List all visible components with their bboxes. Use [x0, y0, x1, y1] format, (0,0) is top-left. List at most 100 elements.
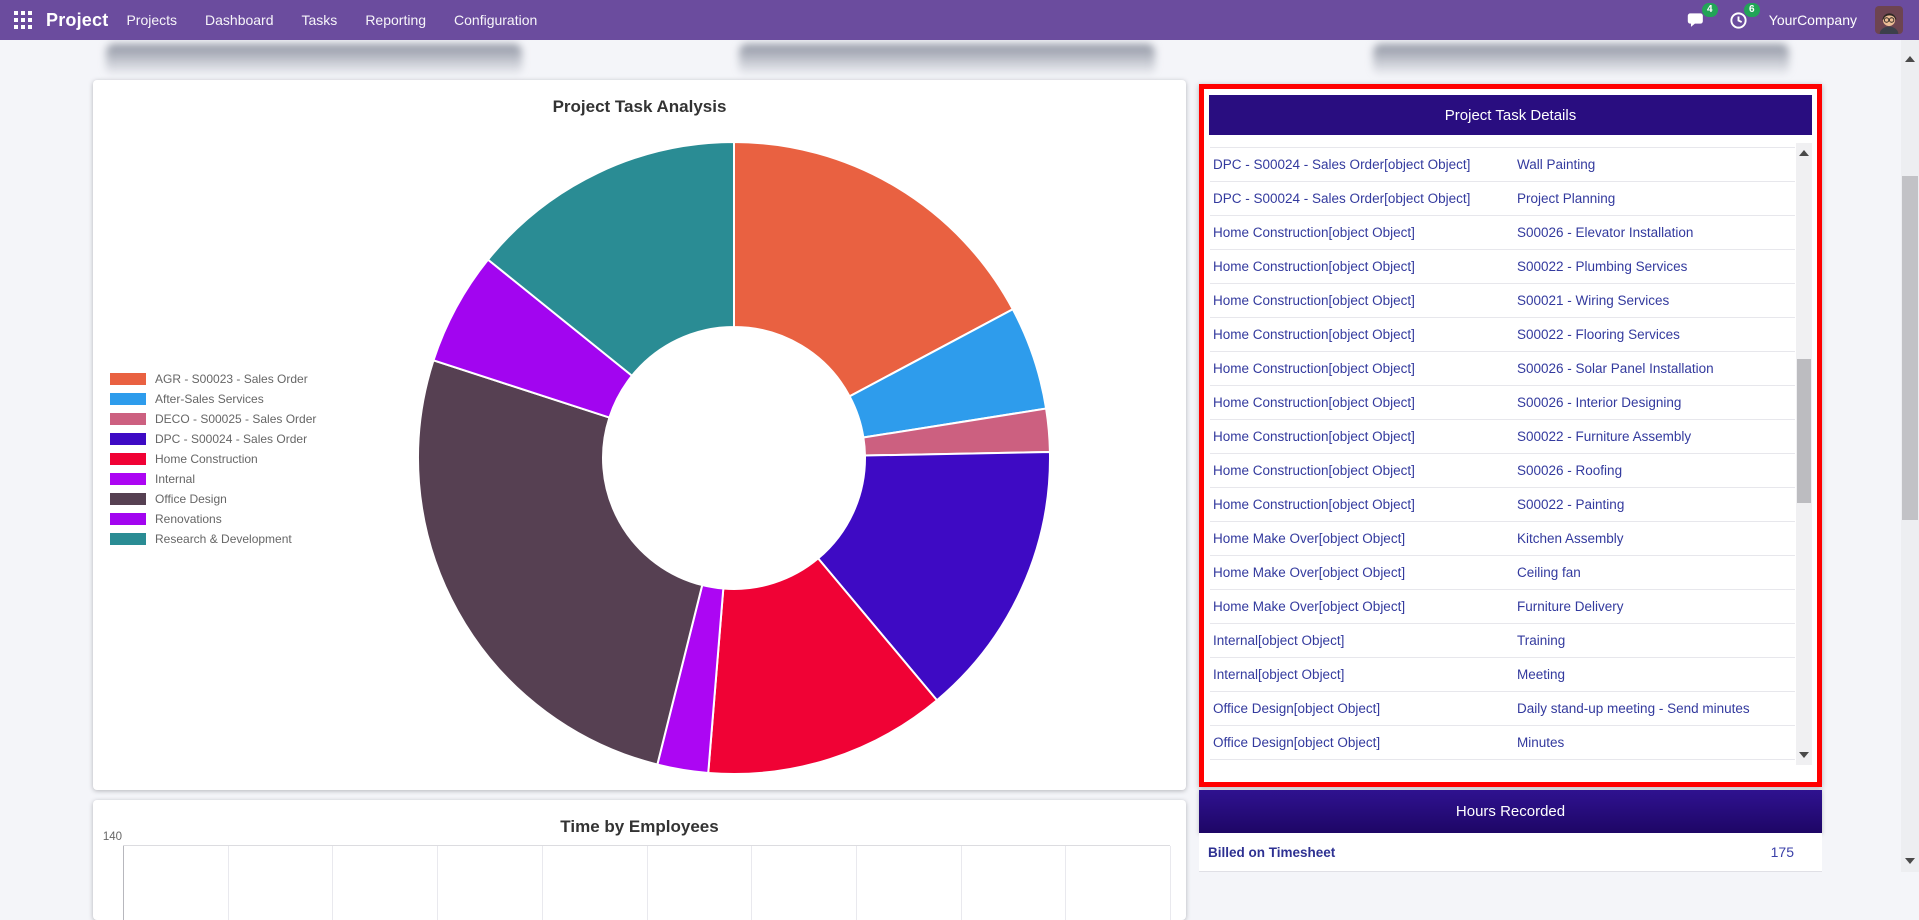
- menu-item-projects[interactable]: Projects: [126, 12, 178, 28]
- table-scrollbar[interactable]: [1796, 143, 1812, 765]
- donut-slice[interactable]: [816, 451, 1051, 702]
- legend-item[interactable]: Home Construction: [110, 452, 316, 466]
- task-table-row[interactable]: Home Construction[object Object] S00026 -…: [1210, 216, 1795, 250]
- task-cell: Training: [1517, 633, 1566, 648]
- task-table-row[interactable]: DPC - S00024 - Sales Order[object Object…: [1210, 182, 1795, 216]
- menu-item-configuration[interactable]: Configuration: [454, 12, 538, 28]
- user-avatar[interactable]: [1875, 6, 1903, 34]
- task-table-row[interactable]: Home Construction[object Object] S00022 -…: [1210, 250, 1795, 284]
- legend-label: DECO - S00025 - Sales Order: [155, 412, 317, 426]
- project-cell: Home Construction[object Object]: [1213, 395, 1415, 410]
- project-cell: DPC - S00024 - Sales Order[object Object…: [1213, 191, 1471, 206]
- legend-item[interactable]: Internal: [110, 472, 316, 486]
- legend-item[interactable]: DECO - S00025 - Sales Order: [110, 412, 317, 426]
- task-table-row[interactable]: Home Construction[object Object] S00022 -…: [1210, 318, 1795, 352]
- task-table-row[interactable]: Home Construction[object Object] S00026 -…: [1210, 386, 1795, 420]
- legend-label: Renovations: [155, 512, 222, 526]
- legend-label: DPC - S00024 - Sales Order: [155, 432, 308, 446]
- legend-item[interactable]: AGR - S00023 - Sales Order: [110, 372, 316, 386]
- messages-badge: 4: [1701, 3, 1718, 17]
- legend-swatch: [110, 393, 146, 405]
- task-table-row[interactable]: Internal[object Object] Meeting: [1210, 658, 1795, 692]
- legend-item[interactable]: After-Sales Services: [110, 392, 316, 406]
- hours-recorded-row[interactable]: Billed on Timesheet 175: [1199, 833, 1822, 872]
- legend-label: Office Design: [155, 492, 227, 506]
- company-switcher[interactable]: YourCompany: [1768, 12, 1857, 28]
- legend-item[interactable]: DPC - S00024 - Sales Order: [110, 432, 316, 446]
- task-table-row[interactable]: Home Construction[object Object] S00022 -…: [1210, 420, 1795, 454]
- task-table-row[interactable]: Home Make Over[object Object] Furniture D…: [1210, 590, 1795, 624]
- gridline: [1170, 846, 1171, 920]
- project-cell: Home Construction[object Object]: [1213, 259, 1415, 274]
- grid-icon: [14, 11, 32, 29]
- task-table-row[interactable]: Home Construction[object Object] S00026 -…: [1210, 352, 1795, 386]
- task-table-row[interactable]: Office Design[object Object] Daily stand-…: [1210, 692, 1795, 726]
- task-table-row[interactable]: Home Construction[object Object] S00026 -…: [1210, 454, 1795, 488]
- activities-button[interactable]: 6: [1727, 3, 1760, 32]
- project-cell: Home Construction[object Object]: [1213, 225, 1415, 240]
- page-scrollbar[interactable]: [1901, 40, 1919, 872]
- task-details-panel-highlight: Project Task Details DPC - S00024 - Sale…: [1199, 84, 1822, 787]
- legend-label: AGR - S00023 - Sales Order: [155, 372, 308, 386]
- task-table-row[interactable]: Home Construction[object Object] S00022 -…: [1210, 488, 1795, 522]
- gridline: [751, 846, 753, 920]
- legend-swatch: [110, 473, 146, 485]
- donut-slice[interactable]: [707, 557, 939, 775]
- legend-swatch: [110, 493, 146, 505]
- task-details-header: Project Task Details: [1209, 95, 1812, 135]
- legend-item[interactable]: Research & Development: [110, 532, 316, 546]
- task-table-row[interactable]: Home Make Over[object Object] Ceiling fan: [1210, 556, 1795, 590]
- card-shadow-remnant: [739, 44, 1155, 76]
- task-table-row[interactable]: Home Construction[object Object] S00021 -…: [1210, 284, 1795, 318]
- scroll-down-arrow-icon[interactable]: [1799, 752, 1809, 758]
- pie-legend: AGR - S00023 - Sales Order After-Sales Se…: [110, 372, 317, 553]
- avatar-image: [1875, 6, 1903, 34]
- apps-grid-icon[interactable]: [10, 7, 36, 33]
- menu-item-reporting[interactable]: Reporting: [365, 12, 427, 28]
- menu-item-tasks[interactable]: Tasks: [301, 12, 338, 28]
- time-chart-plot-area[interactable]: [123, 845, 1171, 920]
- page-scrollbar-thumb[interactable]: [1902, 176, 1918, 520]
- task-table-row[interactable]: Internal[object Object] Training: [1210, 624, 1795, 658]
- page-scroll-down-arrow-icon[interactable]: [1905, 858, 1915, 864]
- legend-item[interactable]: Office Design: [110, 492, 316, 506]
- gridline: [646, 846, 648, 920]
- task-table-row[interactable]: Home Make Over[object Object] Kitchen Ass…: [1210, 522, 1795, 556]
- project-cell: Home Construction[object Object]: [1213, 463, 1415, 478]
- top-navbar: Project Projects Dashboard Tasks Reporting C…: [0, 0, 1919, 40]
- project-cell: Office Design[object Object]: [1213, 735, 1381, 750]
- task-analysis-card: Project Task Analysis AGR - S00023 - Sal…: [93, 80, 1186, 790]
- donut-slice[interactable]: [733, 140, 1015, 398]
- donut-slice[interactable]: [417, 359, 704, 766]
- gridline: [960, 846, 962, 920]
- task-table-row[interactable]: Office Design[object Object] Minutes: [1210, 726, 1795, 760]
- legend-item[interactable]: Renovations: [110, 512, 316, 526]
- gridline: [227, 846, 229, 920]
- task-cell: Ceiling fan: [1517, 565, 1581, 580]
- donut-slice[interactable]: [486, 140, 735, 378]
- project-cell: Home Construction[object Object]: [1213, 327, 1415, 342]
- task-cell: Furniture Delivery: [1517, 599, 1624, 614]
- task-cell: Minutes: [1517, 735, 1565, 750]
- project-cell: Internal[object Object]: [1213, 667, 1345, 682]
- hours-row-value: 175: [1770, 844, 1794, 860]
- task-analysis-donut-chart[interactable]: [414, 138, 1054, 778]
- project-cell: Home Construction[object Object]: [1213, 497, 1415, 512]
- gridline: [541, 846, 543, 920]
- app-title[interactable]: Project: [46, 9, 109, 30]
- hours-row-label: Billed on Timesheet: [1208, 844, 1336, 860]
- chat-bubble-icon: [1688, 12, 1704, 27]
- task-cell: Kitchen Assembly: [1517, 531, 1624, 546]
- scroll-up-arrow-icon[interactable]: [1799, 150, 1809, 156]
- menu-item-dashboard[interactable]: Dashboard: [205, 12, 274, 28]
- task-cell: S00026 - Interior Designing: [1517, 395, 1682, 410]
- table-scrollbar-thumb[interactable]: [1797, 359, 1811, 503]
- task-cell: Meeting: [1517, 667, 1566, 682]
- task-table-row[interactable]: DPC - S00024 - Sales Order[object Object…: [1210, 148, 1795, 182]
- project-cell: Office Design[object Object]: [1213, 701, 1381, 716]
- task-analysis-title: Project Task Analysis: [552, 97, 727, 116]
- project-cell: Home Construction[object Object]: [1213, 361, 1415, 376]
- page-scroll-up-arrow-icon[interactable]: [1905, 56, 1915, 62]
- task-details-table: DPC - S00024 - Sales Order[object Object…: [1210, 143, 1795, 765]
- messages-button[interactable]: 4: [1685, 3, 1718, 32]
